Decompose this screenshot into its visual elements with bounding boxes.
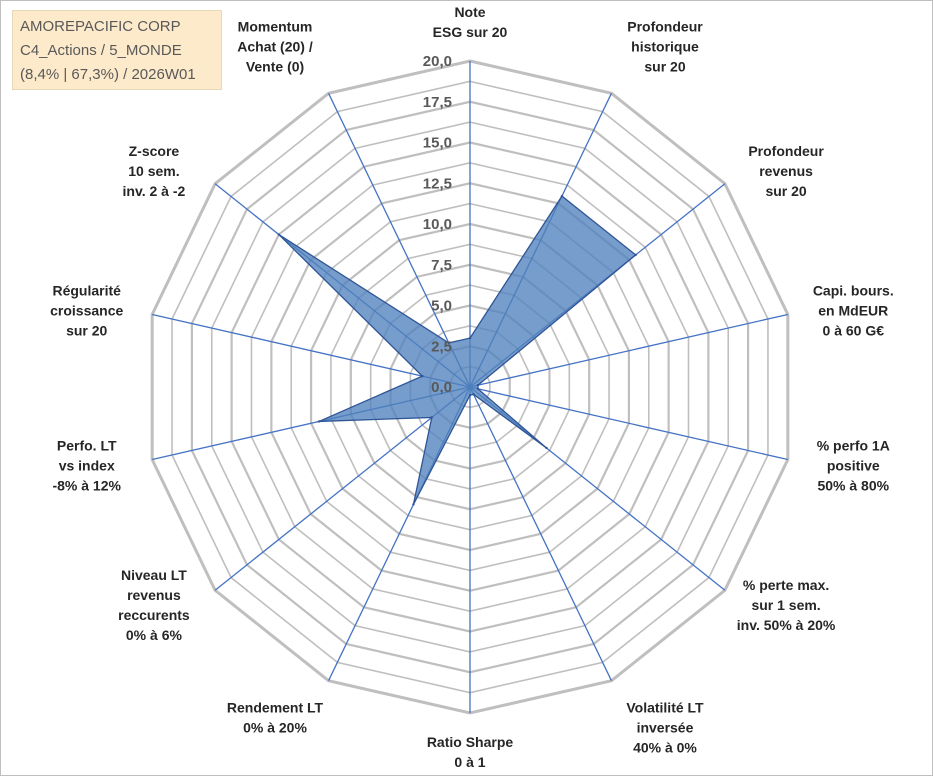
axis-label-line: 10 sem. [128,163,179,179]
axis-label-line: Vente (0) [246,58,304,74]
tick-label: 7,5 [431,257,452,274]
info-category: C4_Actions / 5_MONDE [20,42,182,59]
axis-label-line: sur 1 sem. [751,597,820,613]
tick-label: 2,5 [431,338,452,355]
axis-label-line: 0% à 6% [126,627,183,643]
axis-spoke [152,313,471,388]
axis-label-line: croissance [50,303,123,319]
axis-label: Capi. bours. en MdEUR 0 à 60 G€ [813,283,894,339]
axis-label-line: Niveau LT [121,567,187,583]
axis-label-line: revenus [759,163,813,179]
axis-label: Ratio Sharpe 0 à 1 [427,734,514,770]
axis-label-line: sur 20 [66,323,107,339]
axis-label-line: Note [454,4,485,20]
data-point [277,233,281,236]
axis-label: % perfo 1A positive 50% à 80% [817,437,890,493]
radar-series [277,194,637,506]
axis-label: Z-score 10 sem. inv. 2 à -2 [123,143,186,199]
axis-label-line: Z-score [129,143,180,159]
axis-label-line: en MdEUR [818,303,888,319]
axis-label: Rendement LT 0% à 20% [227,700,324,736]
axis-label-line: 0 à 60 G€ [823,323,885,339]
axis-label: Momentum Achat (20) / Vente (0) [237,18,313,74]
axis-label-line: -8% à 12% [52,477,121,493]
tick-label: 10,0 [423,216,452,233]
tick-label: 12,5 [423,175,452,192]
axis-label-line: sur 20 [765,183,806,199]
axis-label-line: historique [631,38,699,54]
axis-label-line: 40% à 0% [633,740,697,756]
axis-label: Régularité croissance sur 20 [50,283,123,339]
axis-label-line: sur 20 [644,58,685,74]
axis-spoke [469,313,788,388]
radar-axis-labels: Note ESG sur 20 Profondeur historique sur 20… [50,4,894,770]
axis-label-line: Capi. bours. [813,283,894,299]
axis-label-line: Ratio Sharpe [427,734,514,750]
tick-label: 0,0 [431,379,452,396]
data-point [412,503,415,506]
axis-spoke [469,386,613,681]
axis-label: Niveau LT revenus reccurents 0% à 6% [118,567,190,643]
axis-label-line: inversée [637,720,694,736]
axis-spoke [327,93,471,388]
axis-label-line: Perfo. LT [57,437,117,453]
data-point [317,420,321,423]
axis-label-line: Profondeur [627,18,703,34]
data-point [634,253,637,257]
axis-label-line: Rendement LT [227,700,324,716]
axis-label: % perte max. sur 1 sem. inv. 50% à 20% [737,577,836,633]
axis-label-line: inv. 50% à 20% [737,617,836,633]
info-stats-week: (8,4% | 67,3%) / 2026W01 [20,66,196,83]
axis-label: Profondeur historique sur 20 [627,18,703,74]
data-point [468,393,472,397]
tick-label: 15,0 [423,135,452,152]
data-point [421,374,424,378]
data-point [447,341,450,345]
axis-label: Volatilité LT inversée 40% à 0% [626,700,704,756]
axis-label-line: positive [827,457,880,473]
axis-label-line: 50% à 80% [817,477,889,493]
data-point [468,336,472,340]
axis-label-line: % perfo 1A [817,437,890,453]
axis-label-line: 0 à 1 [454,754,485,770]
data-point [560,194,564,198]
axis-label-line: revenus [127,587,181,603]
data-point [472,393,475,396]
axis-label-line: Régularité [52,283,121,299]
axis-label-line: Profondeur [748,143,824,159]
info-company-name: AMOREPACIFIC CORP [20,18,181,35]
tick-label: 20,0 [423,53,452,70]
data-point [430,416,433,419]
info-box: AMOREPACIFIC CORP C4_Actions / 5_MONDE (… [12,10,222,90]
axis-label-line: Volatilité LT [626,700,704,716]
axis-label: Note ESG sur 20 [433,4,508,40]
axis-spoke [469,386,788,461]
axis-label-line: vs index [59,457,115,473]
radar-tick-labels: 0,0 2,5 5,0 7,5 10,0 12,5 15,0 17,5 20,0 [423,53,452,396]
data-point [476,383,480,387]
axis-label-line: reccurents [118,607,190,623]
axis-label-line: 0% à 20% [243,720,307,736]
axis-spoke [214,386,471,591]
data-point [545,446,548,450]
axis-label: Perfo. LT vs index -8% à 12% [52,437,121,493]
axis-label-line: inv. 2 à -2 [123,183,186,199]
tick-label: 17,5 [423,94,452,111]
axis-label-line: Momentum [238,18,313,34]
axis-label-line: % perte max. [743,577,829,593]
tick-label: 5,0 [431,298,452,315]
axis-label-line: Achat (20) / [237,38,313,54]
axis-label-line: ESG sur 20 [433,24,508,40]
axis-label: Profondeur revenus sur 20 [748,143,824,199]
data-point [476,387,480,391]
